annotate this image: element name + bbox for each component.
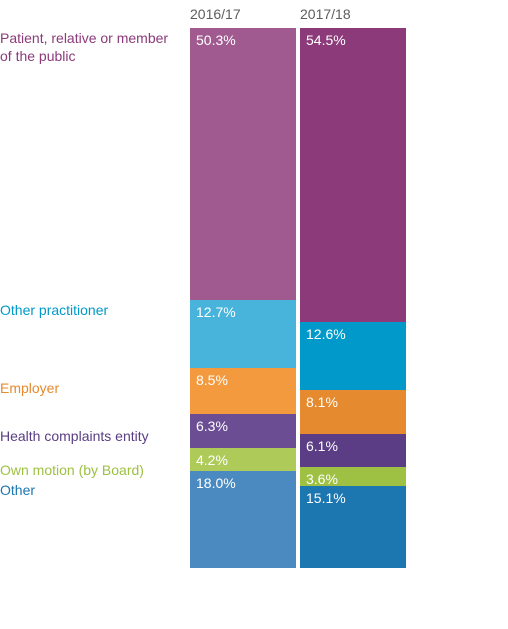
seg-value: 15.1% xyxy=(306,490,346,506)
seg-2017-other-practitioner: 12.6% xyxy=(300,322,406,390)
col-header-2017-18: 2017/18 xyxy=(300,6,351,22)
seg-2016-other: 18.0% xyxy=(190,471,296,568)
seg-value: 12.6% xyxy=(306,326,346,342)
seg-value: 6.1% xyxy=(306,438,338,454)
stacked-bar-chart: 2016/17 2017/18 Patient, relative or mem… xyxy=(0,0,508,629)
seg-value: 8.5% xyxy=(196,372,228,388)
seg-2017-hce: 6.1% xyxy=(300,434,406,467)
label-patient: Patient, relative or member of the publi… xyxy=(0,30,180,65)
col-2016-17: 50.3% 12.7% 8.5% 6.3% 4.2% 18.0% xyxy=(190,28,296,568)
seg-2016-employer: 8.5% xyxy=(190,368,296,414)
seg-2017-other: 15.1% xyxy=(300,486,406,568)
label-hce: Health complaints entity xyxy=(0,428,149,446)
seg-value: 12.7% xyxy=(196,304,236,320)
label-other-practitioner: Other practitioner xyxy=(0,302,108,320)
columns: 50.3% 12.7% 8.5% 6.3% 4.2% 18.0% 54.5% xyxy=(190,28,406,568)
seg-2016-other-practitioner: 12.7% xyxy=(190,300,296,369)
seg-value: 54.5% xyxy=(306,32,346,48)
seg-2016-own-motion: 4.2% xyxy=(190,448,296,471)
col-2017-18: 54.5% 12.6% 8.1% 6.1% 3.6% 15.1% xyxy=(300,28,406,568)
seg-value: 3.6% xyxy=(306,471,338,487)
seg-value: 4.2% xyxy=(196,452,228,468)
seg-2016-hce: 6.3% xyxy=(190,414,296,448)
seg-2016-patient: 50.3% xyxy=(190,28,296,300)
seg-value: 18.0% xyxy=(196,475,236,491)
seg-value: 8.1% xyxy=(306,394,338,410)
label-own-motion: Own motion (by Board) xyxy=(0,462,144,480)
seg-value: 6.3% xyxy=(196,418,228,434)
seg-2017-patient: 54.5% xyxy=(300,28,406,322)
seg-2017-employer: 8.1% xyxy=(300,390,406,434)
seg-2017-own-motion: 3.6% xyxy=(300,467,406,486)
label-other: Other xyxy=(0,482,35,500)
col-header-2016-17: 2016/17 xyxy=(190,6,241,22)
label-employer: Employer xyxy=(0,380,59,398)
seg-value: 50.3% xyxy=(196,32,236,48)
